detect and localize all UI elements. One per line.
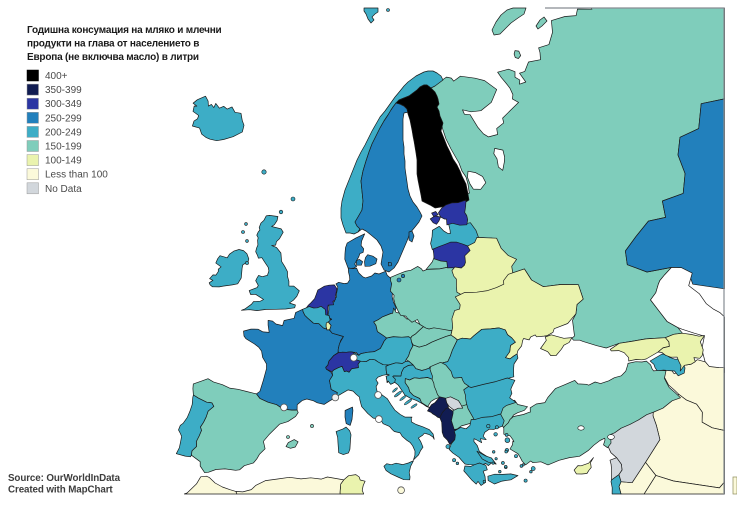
svg-text:продукти на глава от население: продукти на глава от населението в [27, 39, 199, 50]
svg-text:350-399: 350-399 [45, 85, 82, 96]
svg-text:250-299: 250-299 [45, 113, 82, 124]
svg-text:150-199: 150-199 [45, 142, 82, 153]
svg-text:200-249: 200-249 [45, 127, 82, 138]
svg-text:Created with MapChart: Created with MapChart [8, 485, 113, 496]
svg-text:Годишна консумация на мляко и: Годишна консумация на мляко и млечни [27, 25, 222, 36]
svg-text:100-149: 100-149 [45, 156, 82, 167]
svg-text:Source: OurWorldInData: Source: OurWorldInData [8, 473, 121, 484]
svg-text:No Data: No Data [45, 184, 82, 195]
svg-text:Европа (не включва масло) в ли: Европа (не включва масло) в литри [27, 52, 199, 63]
svg-text:300-349: 300-349 [45, 99, 82, 110]
svg-text:Less than 100: Less than 100 [45, 170, 108, 181]
svg-text:400+: 400+ [45, 71, 68, 82]
